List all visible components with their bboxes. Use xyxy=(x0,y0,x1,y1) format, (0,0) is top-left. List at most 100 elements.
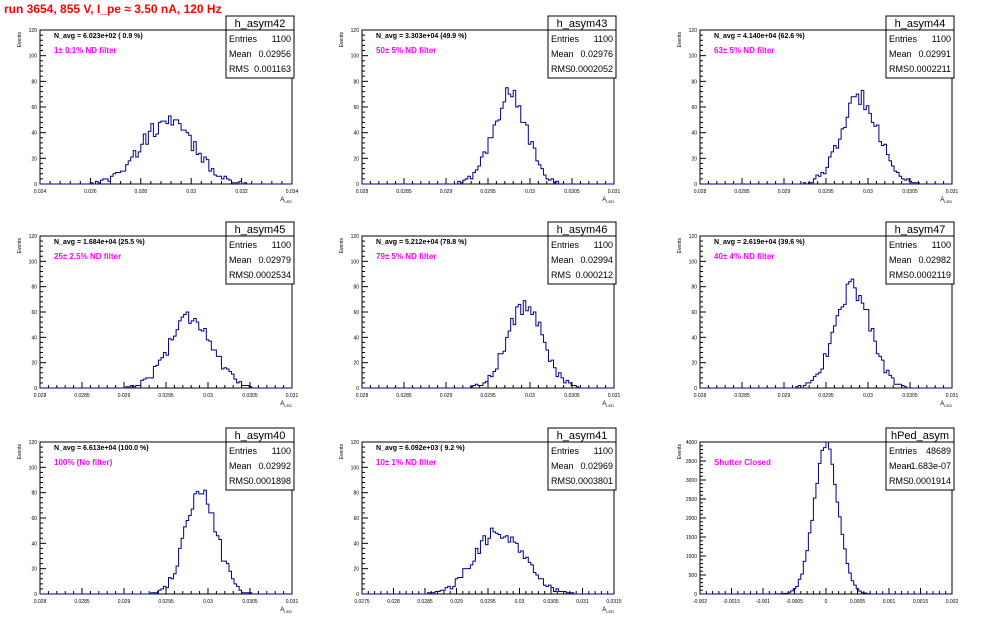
y-tick-label: 60 xyxy=(31,516,37,522)
stats-box-frame xyxy=(547,15,617,79)
panel-h_asym43: 0 20 40 60 80 100 120 0.028 0.0285 0.029 0.0295 0.0… xyxy=(339,15,620,204)
x-tick-label: 0.0305 xyxy=(543,599,559,605)
x-axis-title: ALED xyxy=(602,607,614,614)
y-tick-label: 80 xyxy=(31,285,37,291)
x-tick-label: 0 xyxy=(825,599,828,605)
y-axis-title: Events xyxy=(677,444,683,460)
x-tick-label: 0.0285 xyxy=(396,393,412,399)
histogram-name: hPed_asym xyxy=(891,430,949,442)
x-tick-label: 0.029 xyxy=(118,599,131,605)
x-tick-label: 0.001 xyxy=(883,599,896,605)
stats-mean-value: 0.02976 xyxy=(580,49,613,59)
panel-h_asym46: 0 20 40 60 80 100 120 0.028 0.0285 0.029 0.0295 0.0… xyxy=(339,221,620,408)
stats-mean-value: 0.02969 xyxy=(580,461,613,471)
navg-label: N_avg = 1.684e+04 (25.5 %) xyxy=(54,239,145,246)
stats-rms-value: 0.0002052 xyxy=(570,64,613,74)
x-tick-label: 0.03 xyxy=(525,393,535,399)
y-axis-title: Events xyxy=(677,238,683,254)
y-tick-label: 0 xyxy=(356,592,359,598)
stats-entries-value: 1100 xyxy=(594,446,613,456)
y-tick-label: 60 xyxy=(691,105,697,111)
histogram-line xyxy=(40,489,292,595)
x-tick-label: 0.026 xyxy=(84,189,97,195)
y-tick-label: 40 xyxy=(31,335,37,341)
x-axis-title: ALED xyxy=(940,401,952,408)
stats-entries-label: Entries xyxy=(551,240,580,250)
y-tick-label: 40 xyxy=(31,541,37,547)
x-axis-title: ALED xyxy=(280,607,292,614)
y-tick-label: 80 xyxy=(691,79,697,85)
stats-entries-value: 1100 xyxy=(932,34,951,44)
y-tick-label: 80 xyxy=(353,79,359,85)
y-tick-label: 60 xyxy=(353,310,359,316)
stats-mean-label: Mean xyxy=(229,461,252,471)
navg-label: N_avg = 4.140e+04 (62.6 %) xyxy=(714,33,805,40)
y-tick-label: 1000 xyxy=(686,554,697,560)
stats-mean-value: 0.02982 xyxy=(918,255,951,265)
stats-rms-value: 0.0002119 xyxy=(909,270,951,280)
x-tick-label: 0.028 xyxy=(694,393,707,399)
y-axis-title: Events xyxy=(17,444,23,460)
y-tick-label: 80 xyxy=(691,285,697,291)
histogram-name: h_asym43 xyxy=(557,18,608,30)
panel-h_asym41: 0 20 40 60 80 100 120 0.0275 0.028 0.0285 0.029 0.0… xyxy=(339,427,622,614)
y-tick-label: 100 xyxy=(689,259,698,265)
x-tick-label: 0.03 xyxy=(186,189,196,195)
x-tick-label: 0.0015 xyxy=(913,599,929,605)
x-tick-label: 0.028 xyxy=(356,393,369,399)
stats-entries-label: Entries xyxy=(889,240,918,250)
x-tick-label: 0.028 xyxy=(34,599,47,605)
x-tick-label: -0.002 xyxy=(693,599,707,605)
y-tick-label: 20 xyxy=(353,156,359,162)
x-tick-label: -0.0005 xyxy=(786,599,803,605)
x-tick-label: 0.028 xyxy=(356,189,369,195)
y-tick-label: 20 xyxy=(691,361,697,367)
navg-label: N_avg = 5.212e+04 (78.8 %) xyxy=(376,239,467,246)
x-tick-label: 0.029 xyxy=(440,393,453,399)
y-tick-label: 120 xyxy=(351,440,360,446)
y-tick-label: 100 xyxy=(351,465,360,471)
y-tick-label: 100 xyxy=(29,259,38,265)
y-tick-label: 2500 xyxy=(686,497,697,503)
y-tick-label: 3500 xyxy=(686,459,697,465)
stats-mean-label: Mean xyxy=(551,461,574,471)
histogram-line xyxy=(40,115,292,185)
y-tick-label: 60 xyxy=(31,105,37,111)
stats-box: h_asym45 Entries 1100 Mean 0.02979 RMS 0.00025… xyxy=(225,221,295,285)
stats-box: h_asym41 Entries 1100 Mean 0.02969 RMS 0.00038… xyxy=(547,427,617,491)
stats-box: h_asym40 Entries 1100 Mean 0.02992 RMS 0.00018… xyxy=(225,427,295,491)
y-tick-label: 120 xyxy=(689,234,698,240)
y-tick-label: 1500 xyxy=(686,535,697,541)
y-tick-label: 40 xyxy=(691,131,697,137)
y-tick-label: 100 xyxy=(29,54,38,60)
stats-entries-label: Entries xyxy=(229,240,258,250)
panel-h_asym42: 0 20 40 60 80 100 120 0.024 0.026 0.028 0.03 0.032 0… xyxy=(17,15,298,204)
x-axis-title: ALED xyxy=(602,197,614,204)
x-tick-label: 0.032 xyxy=(235,189,248,195)
y-tick-label: 0 xyxy=(34,182,37,188)
stats-mean-label: Mean xyxy=(551,255,574,265)
navg-label: N_avg = 2.619e+04 (39.6 %) xyxy=(714,239,805,246)
y-tick-label: 120 xyxy=(29,234,38,240)
stats-box: h_asym46 Entries 1100 Mean 0.02994 RMS 0.00021… xyxy=(547,221,617,285)
y-tick-label: 120 xyxy=(689,28,698,34)
x-tick-label: -0.0015 xyxy=(723,599,740,605)
filter-label: Shutter Closed xyxy=(714,458,771,467)
panel-h_asym47: 0 20 40 60 80 100 120 0.028 0.0285 0.029 0.0295 0.0… xyxy=(677,221,958,408)
stats-mean-label: Mean xyxy=(889,255,912,265)
x-tick-label: 0.029 xyxy=(778,393,791,399)
y-tick-label: 60 xyxy=(691,310,697,316)
x-tick-label: 0.0285 xyxy=(396,189,412,195)
histogram-line xyxy=(362,300,614,389)
x-tick-label: 0.03 xyxy=(525,189,535,195)
histogram-name: h_asym47 xyxy=(895,224,946,236)
x-tick-label: 0.024 xyxy=(34,189,47,195)
x-axis-title: ALED xyxy=(940,197,952,204)
stats-box-frame xyxy=(547,221,617,285)
y-tick-label: 500 xyxy=(689,573,698,579)
stats-rms-label: RMS xyxy=(229,64,249,74)
y-tick-label: 0 xyxy=(34,386,37,392)
x-tick-label: 0.0305 xyxy=(902,189,918,195)
x-tick-label: 0.0315 xyxy=(606,599,622,605)
x-tick-label: 0.0305 xyxy=(242,393,258,399)
